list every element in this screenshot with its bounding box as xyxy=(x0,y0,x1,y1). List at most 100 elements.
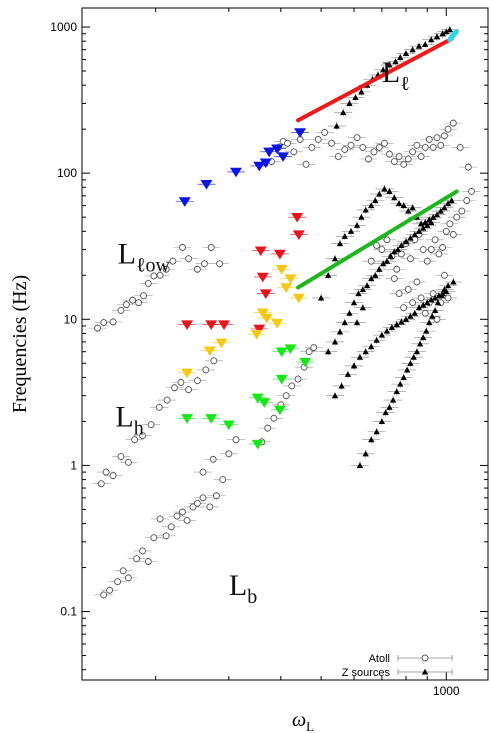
z-source-point xyxy=(378,418,386,424)
atoll-point xyxy=(109,318,117,326)
atoll-point xyxy=(140,292,147,300)
z-source-point xyxy=(352,94,359,100)
z-source-point xyxy=(353,222,361,228)
atoll-point xyxy=(380,139,388,147)
atoll-point xyxy=(453,213,461,221)
z-source-point xyxy=(373,336,380,343)
z-source-point xyxy=(407,360,414,366)
z-source-point xyxy=(428,36,435,43)
atoll-point xyxy=(419,246,427,254)
z-source-point xyxy=(356,354,364,360)
x-tick-label: 1000 xyxy=(433,684,460,698)
fit-lines-layer xyxy=(296,29,459,290)
data-points-layer xyxy=(94,26,475,599)
z-source-point xyxy=(402,316,410,322)
z-source-point xyxy=(431,307,439,313)
atoll-point xyxy=(225,450,233,458)
atoll-point xyxy=(406,255,414,263)
atoll-point xyxy=(219,476,227,484)
highlight-point-f5c814 xyxy=(215,338,228,349)
atoll-point xyxy=(423,257,431,265)
atoll-point xyxy=(359,143,367,151)
z-source-point xyxy=(386,61,393,68)
legend-z-source-marker xyxy=(421,668,429,675)
highlight-point-e6141e xyxy=(273,249,286,260)
z-source-point xyxy=(376,190,383,197)
z-source-point xyxy=(433,211,441,218)
region-label-subscript: b xyxy=(247,586,257,608)
z-source-point xyxy=(424,222,431,228)
highlight-point-f5c814 xyxy=(256,308,269,319)
atoll-point xyxy=(106,586,114,594)
atoll-point xyxy=(429,290,437,298)
atoll-point xyxy=(155,403,163,411)
atoll-point xyxy=(353,134,361,142)
atoll-point xyxy=(209,455,217,463)
plot-border xyxy=(81,7,489,681)
atoll-point xyxy=(100,319,108,326)
z-source-point xyxy=(350,299,358,306)
highlight-point-19e619 xyxy=(258,398,271,408)
highlight-point-f5c814 xyxy=(250,330,263,340)
highlight-point-19e619 xyxy=(273,405,286,416)
atoll-point xyxy=(458,207,466,215)
y-tick-label: 100 xyxy=(57,166,77,180)
highlight-point-0a14e6 xyxy=(277,152,290,162)
z-source-point xyxy=(411,231,418,238)
legend-label: Z sources xyxy=(342,667,391,679)
atoll-point xyxy=(193,265,201,273)
atoll-point xyxy=(135,299,143,307)
atoll-point xyxy=(421,309,429,317)
fit-line-1fb51f xyxy=(296,189,459,290)
z-source-point xyxy=(368,343,375,350)
region-label-subscript: h xyxy=(134,417,144,439)
z-source-point xyxy=(394,246,402,253)
z-source-point xyxy=(391,248,398,255)
z-source-point xyxy=(419,334,427,341)
z-source-point xyxy=(391,194,398,201)
z-source-point xyxy=(395,200,403,207)
atoll-point xyxy=(373,242,381,249)
atoll-point xyxy=(393,265,401,273)
atoll-point xyxy=(370,148,378,156)
atoll-point xyxy=(177,378,185,386)
z-source-point xyxy=(336,240,344,247)
legend-atoll-marker xyxy=(421,654,429,662)
atoll-point xyxy=(468,187,475,195)
highlight-point-e6141e xyxy=(254,246,267,257)
atoll-point xyxy=(409,299,417,307)
z-source-point xyxy=(450,278,457,285)
atoll-point xyxy=(395,290,403,298)
atoll-point xyxy=(189,503,197,511)
z-source-point xyxy=(381,185,388,192)
atoll-point xyxy=(321,128,329,136)
atoll-point xyxy=(131,436,139,444)
z-source-point xyxy=(422,41,429,48)
z-source-point xyxy=(444,200,452,207)
z-source-point xyxy=(356,462,364,468)
atoll-point xyxy=(305,348,313,356)
atoll-point xyxy=(94,324,102,332)
highlight-point-e6141e xyxy=(291,212,304,223)
z-source-point xyxy=(331,338,339,345)
atoll-point xyxy=(433,134,441,142)
highlight-point-19e619 xyxy=(275,374,288,385)
z-source-point xyxy=(434,299,442,306)
atoll-point xyxy=(446,220,454,228)
z-source-point xyxy=(378,331,386,338)
atoll-point xyxy=(310,344,318,352)
atoll-point xyxy=(144,279,152,287)
atoll-point xyxy=(144,558,152,565)
y-tick-label: 0.1 xyxy=(60,605,77,619)
atoll-point xyxy=(133,555,141,563)
atoll-point xyxy=(404,286,412,293)
atoll-point xyxy=(171,384,178,392)
atoll-point xyxy=(200,260,208,268)
atoll-point xyxy=(193,499,201,507)
atoll-point xyxy=(413,278,421,286)
fit-line-e81c1c xyxy=(296,36,454,123)
z-source-point xyxy=(373,428,380,435)
atoll-point xyxy=(97,480,105,488)
atoll-point xyxy=(199,468,207,476)
